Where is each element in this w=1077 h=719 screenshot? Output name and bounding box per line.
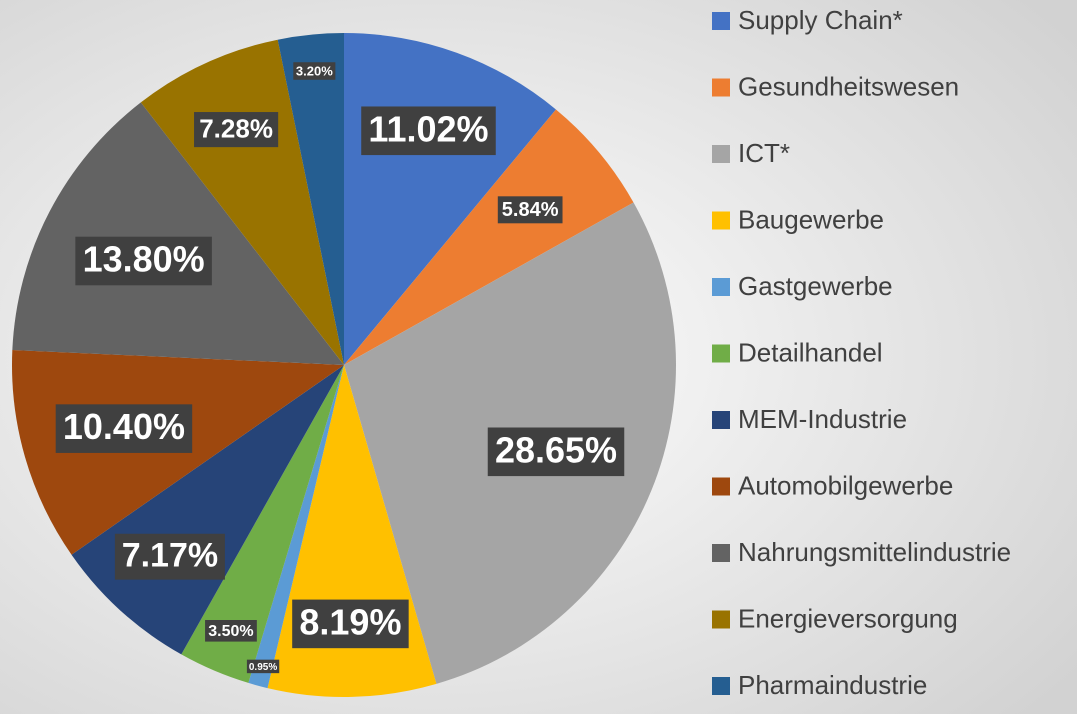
- data-label-box: [246, 659, 280, 674]
- legend-label: Automobilgewerbe: [738, 470, 953, 500]
- legend-swatch: [712, 477, 730, 496]
- pie-slice: [71, 365, 344, 655]
- data-label-box: [361, 106, 496, 156]
- data-label: 3.20%: [296, 63, 333, 78]
- legend-swatch: [712, 610, 730, 629]
- data-label-box: [487, 427, 625, 477]
- data-label-box: [114, 533, 225, 580]
- data-label: 7.17%: [122, 537, 218, 575]
- pie-slice: [181, 365, 344, 683]
- legend-label: Energieversorgung: [738, 603, 958, 633]
- legend-label: Baugewerbe: [738, 204, 884, 234]
- legend-label: Detailhandel: [738, 337, 883, 367]
- pie-slice: [12, 102, 345, 366]
- legend-label: ICT*: [738, 138, 790, 168]
- data-label-box: [75, 236, 212, 286]
- legend-swatch: [712, 411, 730, 429]
- legend-swatch: [712, 12, 730, 30]
- data-label: 13.80%: [83, 239, 205, 280]
- legend-label: Nahrungsmittelindustrie: [738, 537, 1011, 567]
- pie-slice: [140, 39, 344, 366]
- legend-label: Gastgewerbe: [738, 271, 893, 301]
- legend-swatch: [712, 544, 730, 562]
- data-label: 11.02%: [368, 108, 488, 149]
- data-label-box: [55, 404, 193, 453]
- legend-swatch: [712, 211, 730, 230]
- legend-swatch: [712, 344, 730, 363]
- data-label: 8.19%: [299, 601, 401, 642]
- legend-swatch: [712, 145, 730, 163]
- legend-swatch: [712, 677, 730, 695]
- legend-label: Supply Chain*: [738, 5, 903, 35]
- data-label: 10.40%: [63, 406, 185, 447]
- pie-slice: [277, 33, 344, 365]
- legend-label: Pharmaindustrie: [738, 670, 927, 700]
- legend-label: MEM-Industrie: [738, 404, 907, 434]
- data-label-box: [292, 599, 409, 649]
- data-label: 5.84%: [502, 199, 559, 221]
- pie-slice: [248, 365, 344, 689]
- data-label-box: [194, 112, 279, 148]
- data-label-box: [205, 619, 257, 642]
- legend-label: Gesundheitswesen: [738, 71, 959, 101]
- legend-swatch: [712, 278, 730, 296]
- legend-swatch: [712, 78, 730, 97]
- data-label: 0.95%: [249, 662, 277, 673]
- data-label-box: [293, 62, 336, 80]
- data-label: 28.65%: [495, 429, 617, 470]
- data-label-box: [497, 196, 563, 224]
- pie-slice: [344, 109, 634, 365]
- data-label: 7.28%: [199, 113, 273, 143]
- data-label: 3.50%: [208, 623, 253, 640]
